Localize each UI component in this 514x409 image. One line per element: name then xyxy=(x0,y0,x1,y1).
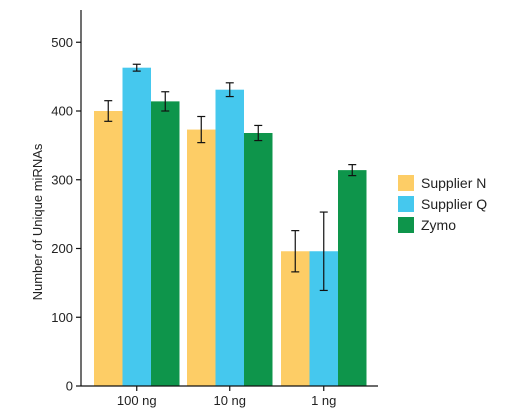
bar-supplier-n-10-ng xyxy=(187,129,216,386)
x-tick-label-100-ng: 100 ng xyxy=(117,393,157,408)
bar-supplier-n-100-ng xyxy=(94,111,123,386)
bar-zymo-10-ng xyxy=(244,133,273,386)
bar-supplier-q-10-ng xyxy=(215,89,244,386)
error-bar-supplier-q-1-ng xyxy=(319,211,328,292)
bar-zymo-1-ng xyxy=(338,170,367,386)
legend-swatch xyxy=(398,175,414,191)
y-tick-label-200: 200 xyxy=(51,241,73,256)
y-tick-label-500: 500 xyxy=(51,35,73,50)
y-axis-title: Number of Unique miRNAs xyxy=(30,143,45,300)
legend-item-supplier-n: Supplier N xyxy=(398,175,486,191)
bar-supplier-q-100-ng xyxy=(122,67,151,386)
legend: Supplier N Supplier Q Zymo xyxy=(398,175,487,233)
y-tick-label-400: 400 xyxy=(51,104,73,119)
error-bar-supplier-q-100-ng xyxy=(132,63,141,72)
bar-zymo-100-ng xyxy=(151,101,180,386)
error-bar-zymo-1-ng xyxy=(348,164,357,177)
y-axis: 0 100 200 300 400 500 xyxy=(51,10,82,394)
plot-area xyxy=(94,63,367,386)
error-bar-supplier-n-1-ng xyxy=(291,230,300,273)
y-tick-label-100: 100 xyxy=(51,310,73,325)
legend-swatch xyxy=(398,196,414,212)
legend-label: Zymo xyxy=(421,217,456,233)
x-axis: 100 ng 10 ng 1 ng xyxy=(81,385,378,408)
error-bar-zymo-100-ng xyxy=(161,91,170,112)
error-bar-supplier-n-10-ng xyxy=(197,115,206,144)
error-bar-zymo-10-ng xyxy=(254,124,263,142)
legend-item-supplier-q: Supplier Q xyxy=(398,196,487,212)
legend-label: Supplier Q xyxy=(421,196,487,212)
y-tick-label-0: 0 xyxy=(66,379,73,394)
x-tick-label-10-ng: 10 ng xyxy=(213,393,246,408)
x-tick-label-1-ng: 1 ng xyxy=(311,393,336,408)
y-tick-label-300: 300 xyxy=(51,172,73,187)
legend-item-zymo: Zymo xyxy=(398,217,456,233)
legend-label: Supplier N xyxy=(421,175,486,191)
bar-supplier-n-1-ng xyxy=(281,251,310,386)
error-bar-supplier-q-10-ng xyxy=(225,82,234,98)
legend-swatch xyxy=(398,217,414,233)
error-bar-supplier-n-100-ng xyxy=(104,100,113,122)
